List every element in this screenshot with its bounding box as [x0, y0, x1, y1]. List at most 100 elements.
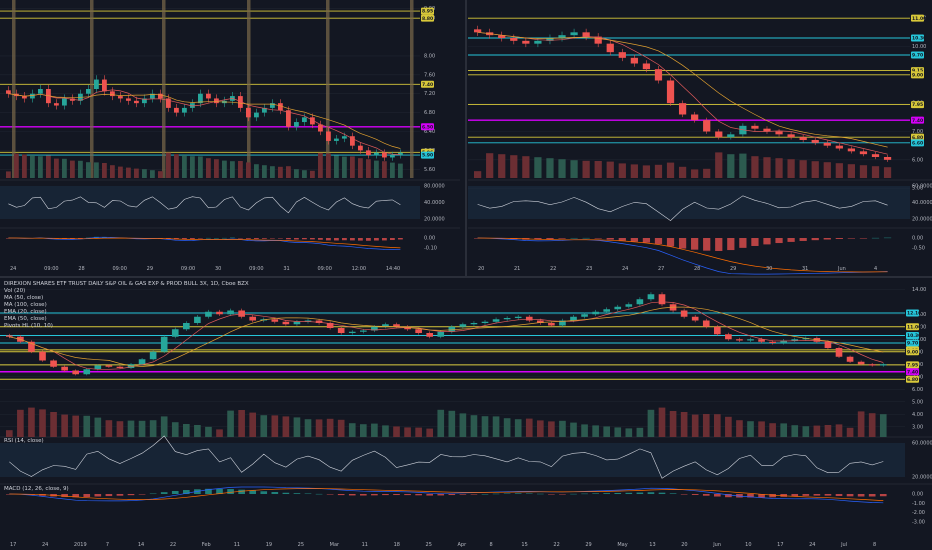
volume-bar: [50, 412, 57, 437]
legend-item-1: MA (50, close): [4, 295, 43, 301]
candle-body: [883, 157, 892, 160]
volume-bar: [775, 158, 783, 178]
candle-body: [227, 310, 234, 315]
macd-histogram-bar: [249, 490, 257, 494]
volume-bar: [183, 424, 190, 437]
level-pill-label: 10.30: [907, 333, 921, 339]
panel-4h: 11.0010.009.008.007.006.005.0060.000040.…: [468, 14, 932, 275]
candle-body: [38, 89, 43, 94]
x-axis-label: Feb: [202, 542, 211, 548]
candle-body: [262, 107, 267, 113]
ma-line: [8, 93, 401, 149]
macd-histogram-bar: [171, 490, 179, 494]
candle-body: [166, 98, 171, 108]
volume-bar: [592, 425, 599, 437]
candle-body: [558, 35, 566, 38]
volume-bar: [205, 426, 212, 437]
macd-tick-label: -1.00: [912, 501, 925, 507]
macd-histogram-bar: [78, 238, 83, 239]
candle-body: [570, 32, 578, 36]
candle-body: [350, 136, 355, 146]
x-axis-label: 17: [10, 542, 16, 548]
macd-histogram-bar: [739, 238, 747, 248]
candle-body: [606, 43, 614, 53]
volume-bar: [835, 163, 843, 178]
volume-bar: [348, 423, 356, 437]
rsi-band: [0, 186, 420, 219]
candle-body: [249, 316, 257, 321]
volume-bar: [238, 410, 245, 437]
volume-bar: [426, 428, 434, 437]
candle-body: [205, 311, 212, 317]
macd-histogram-bar: [342, 238, 347, 241]
macd-histogram-bar: [302, 238, 307, 240]
macd-histogram-bar: [61, 494, 68, 497]
level-pill: [906, 332, 919, 339]
volume-bar: [787, 159, 795, 178]
rsi-tick-label: 80.0000: [424, 184, 445, 190]
candle-body: [198, 93, 203, 104]
candle-body: [747, 339, 754, 341]
candle-body: [105, 365, 113, 367]
candle-body: [72, 370, 80, 375]
macd-histogram-bar: [614, 492, 622, 494]
volume-bar: [393, 426, 400, 437]
volume-bar: [758, 421, 765, 437]
volume-bar: [138, 420, 146, 437]
macd-tick-label: 0.00: [912, 492, 923, 498]
x-axis-label: 24: [10, 266, 16, 272]
candle-body: [293, 321, 301, 325]
volume-bar: [503, 418, 511, 437]
legend-item-3: EMA (20, close): [4, 309, 47, 315]
volume-bar: [559, 420, 566, 437]
macd-line: [477, 237, 888, 275]
macd-histogram-bar: [625, 492, 633, 494]
candle-body: [160, 336, 168, 352]
volume-bar: [374, 160, 379, 178]
macd-histogram-bar: [358, 238, 363, 241]
candle-body: [94, 79, 99, 89]
candle-body: [62, 98, 67, 106]
x-axis-label: May: [617, 542, 627, 548]
candle-body: [666, 80, 675, 104]
macd-histogram-bar: [824, 494, 832, 496]
macd-histogram-bar: [558, 238, 566, 239]
volume-bar: [254, 164, 259, 178]
volume-bar: [582, 160, 590, 178]
volume-bar: [246, 162, 251, 178]
candle-body: [50, 360, 57, 367]
candle-body: [342, 136, 347, 139]
macd-histogram-bar: [514, 493, 522, 494]
candle-body: [514, 316, 522, 318]
volume-bar: [366, 159, 371, 178]
candle-body: [678, 103, 687, 115]
macd-histogram-bar: [374, 238, 379, 241]
volume-bar: [859, 165, 868, 178]
macd-histogram-bar: [190, 238, 195, 239]
volume-bar: [293, 417, 301, 437]
session-band: [247, 0, 251, 178]
candle-body: [758, 339, 765, 342]
volume-bar: [691, 414, 699, 437]
x-axis-label: 29: [730, 266, 736, 272]
candle-body: [636, 299, 644, 305]
rsi-tick-label: 60.0000: [912, 184, 932, 190]
volume-bar: [534, 157, 542, 178]
macd-tick-label: 0.00: [424, 236, 435, 242]
macd-histogram-bar: [647, 492, 655, 494]
x-axis-label: 23: [586, 266, 592, 272]
x-axis-label: 29: [585, 542, 591, 548]
volume-bar: [6, 171, 11, 178]
level-pill: [421, 80, 434, 88]
candle-body: [680, 310, 688, 317]
volume-bar: [134, 168, 139, 178]
macd-label: MACD (12, 26, close, 9): [4, 486, 69, 492]
ma-line: [477, 31, 888, 148]
volume-bar: [160, 416, 168, 437]
macd-histogram-bar: [581, 493, 588, 495]
macd-histogram-bar: [448, 494, 456, 496]
volume-bar: [142, 169, 147, 178]
candle-body: [382, 324, 389, 327]
candle-body: [846, 356, 854, 362]
candle-body: [371, 326, 378, 331]
